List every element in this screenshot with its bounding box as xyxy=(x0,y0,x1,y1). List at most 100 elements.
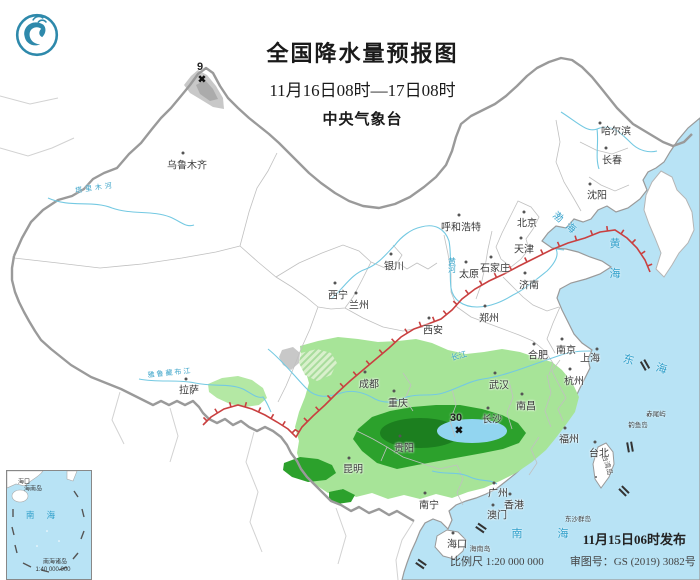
geo-label: 海南岛 xyxy=(469,546,491,553)
national-border xyxy=(10,56,693,523)
city-dot xyxy=(333,281,337,285)
geo-label: 东沙群岛 xyxy=(565,516,591,523)
korea-peninsula xyxy=(643,170,695,278)
city-label: 太原 xyxy=(459,269,479,281)
frost-line xyxy=(202,225,653,439)
geo-label: 黄 海 xyxy=(608,237,620,287)
city-dot xyxy=(451,531,455,535)
city-dot xyxy=(363,370,367,374)
city-dot xyxy=(427,316,431,320)
city-label: 南昌 xyxy=(516,401,536,413)
city-dot xyxy=(508,492,512,496)
city-label: 广州 xyxy=(488,488,508,500)
city-label: 济南 xyxy=(519,280,539,292)
precip-center-mark: ✖ xyxy=(197,74,207,86)
geo-label: 赤尾屿 xyxy=(646,411,666,418)
city-dot xyxy=(563,426,567,430)
city-dot xyxy=(492,481,496,485)
province-borders xyxy=(13,119,630,506)
geo-label: 钓鱼岛 xyxy=(628,422,648,429)
city-label: 重庆 xyxy=(388,398,408,410)
city-dot xyxy=(568,367,572,371)
city-label: 武汉 xyxy=(489,380,509,392)
precip-center-mark: ✖ xyxy=(454,425,464,437)
title-block: 全国降水量预报图 11月16日08时—17日08时 中央气象台 xyxy=(225,36,500,129)
sea-layer xyxy=(401,117,700,580)
city-label: 合肥 xyxy=(528,350,548,362)
map-scale: 比例尺 1:20 000 000 xyxy=(450,556,544,568)
city-dot xyxy=(483,304,487,308)
city-label: 拉萨 xyxy=(179,385,199,397)
city-label: 长沙 xyxy=(482,414,502,426)
city-label: 沈阳 xyxy=(587,190,607,202)
city-label: 哈尔滨 xyxy=(601,126,631,138)
forecast-period: 11月16日08时—17日08时 xyxy=(269,81,456,100)
city-label: 石家庄 xyxy=(480,263,510,275)
sea-boundary-dashes xyxy=(415,359,651,570)
city-label: 福州 xyxy=(559,434,579,446)
city-dot xyxy=(523,271,527,275)
city-dot xyxy=(560,337,564,341)
south-china-sea-inset: 海口 海南岛南 海南海诸岛 1:40 000 000 xyxy=(6,470,92,580)
city-label: 郑州 xyxy=(479,313,499,325)
hainan-island xyxy=(434,529,467,560)
city-dot xyxy=(593,440,597,444)
city-dot xyxy=(520,392,524,396)
city-dot xyxy=(354,291,358,295)
city-label: 银川 xyxy=(384,261,404,273)
geo-label: 南 海 xyxy=(511,528,585,540)
city-label: 南宁 xyxy=(419,500,439,512)
city-label: 西宁 xyxy=(328,290,348,302)
city-dot xyxy=(389,252,393,256)
city-label: 海口 xyxy=(447,539,467,551)
city-dot xyxy=(489,255,493,259)
city-label: 北京 xyxy=(517,218,537,230)
city-label: 上海 xyxy=(580,353,600,365)
city-dot xyxy=(604,146,608,150)
city-label: 杭州 xyxy=(564,376,584,388)
taiwan-island xyxy=(592,442,615,489)
scale-line: 比例尺 1:20 000 000 审图号：GS (2019) 3082号 xyxy=(450,553,696,569)
city-dot xyxy=(522,210,526,214)
city-label: 长春 xyxy=(602,155,622,167)
city-dot xyxy=(588,182,592,186)
inset-map xyxy=(6,470,85,573)
city-dot xyxy=(464,260,468,264)
inset-label: 海口 xyxy=(17,479,31,486)
precip-center-value: 9 xyxy=(196,61,204,73)
precip-center-value: 30 xyxy=(449,412,463,424)
foreign-borders xyxy=(0,95,415,580)
inset-label: 南 海 xyxy=(25,510,61,520)
city-label: 成都 xyxy=(359,379,379,391)
city-dot xyxy=(181,151,185,155)
map-title: 全国降水量预报图 xyxy=(266,41,459,66)
inset-label: 1:40 000 000 xyxy=(35,567,71,573)
city-dot xyxy=(184,377,188,381)
city-label: 天津 xyxy=(514,244,534,256)
map-approval-number: 审图号：GS (2019) 3082号 xyxy=(569,556,696,568)
city-dot xyxy=(595,347,599,351)
city-label: 昆明 xyxy=(343,464,363,476)
city-dot xyxy=(519,236,523,240)
city-dot xyxy=(486,406,490,410)
inset-label: 海南岛 xyxy=(23,486,43,493)
city-label: 西安 xyxy=(423,325,443,337)
city-dot xyxy=(392,389,396,393)
precipitation-overlays xyxy=(184,70,579,504)
city-dot xyxy=(598,121,602,125)
city-dot xyxy=(493,371,497,375)
rivers xyxy=(47,111,658,485)
city-label: 乌鲁木齐 xyxy=(167,160,207,172)
city-label: 澳门 xyxy=(487,510,507,522)
city-dot xyxy=(347,456,351,460)
city-dot xyxy=(491,503,495,507)
city-label: 南京 xyxy=(556,345,576,357)
city-dot xyxy=(532,342,536,346)
city-dot xyxy=(398,434,402,438)
geo-label: 黄河 xyxy=(447,257,457,273)
city-label: 兰州 xyxy=(349,300,369,312)
issue-time: 11月15日06时发布 xyxy=(582,532,686,547)
inset-label: 南海诸岛 xyxy=(42,559,68,566)
